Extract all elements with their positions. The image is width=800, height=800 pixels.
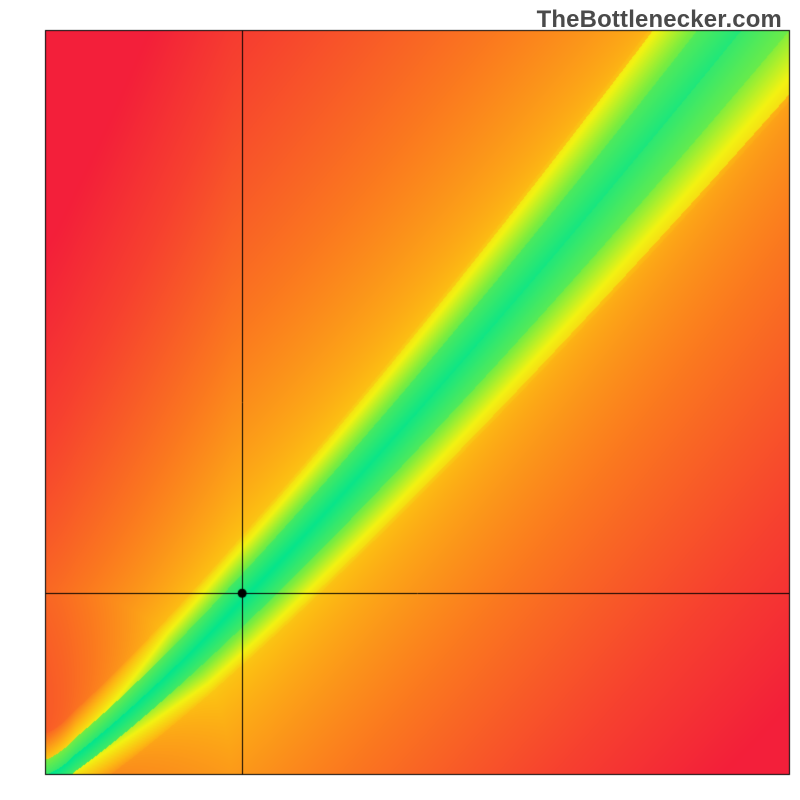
bottleneck-heatmap [0,0,800,800]
chart-container: TheBottlenecker.com [0,0,800,800]
watermark-text: TheBottlenecker.com [537,6,782,34]
